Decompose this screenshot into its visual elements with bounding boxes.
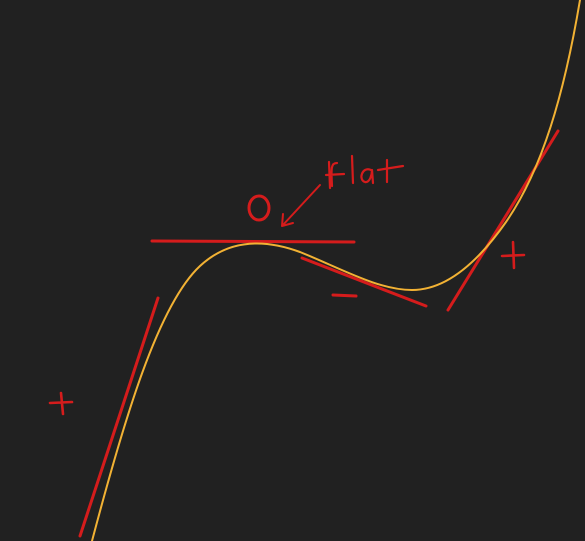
sign-middle: − [331, 293, 358, 301]
zero-slope-label: 0 [259, 213, 260, 215]
flat-letter-a [360, 168, 375, 185]
zero-slope-glyph [247, 194, 271, 222]
sign-middle-label: − [344, 299, 345, 301]
tangent-lines [78, 129, 560, 538]
tangent-line-middle [300, 256, 428, 308]
flat-letter-f [324, 160, 346, 190]
plus-icon [500, 240, 526, 270]
flat-letter-l [350, 154, 355, 185]
tangent-line-right [446, 129, 560, 312]
minus-icon [331, 293, 358, 298]
sign-left: + [48, 391, 74, 416]
tangent-line-top-flat [150, 239, 356, 244]
zero-slope-mark: 0 [247, 194, 271, 222]
cubic-curve [91, 0, 581, 541]
arrow-icon [281, 184, 321, 227]
flat-annotation: flat [281, 154, 405, 227]
tangent-line-left [78, 296, 160, 538]
flat-letter-t [376, 158, 405, 184]
sign-right: + [500, 240, 526, 270]
plus-icon [48, 391, 74, 416]
